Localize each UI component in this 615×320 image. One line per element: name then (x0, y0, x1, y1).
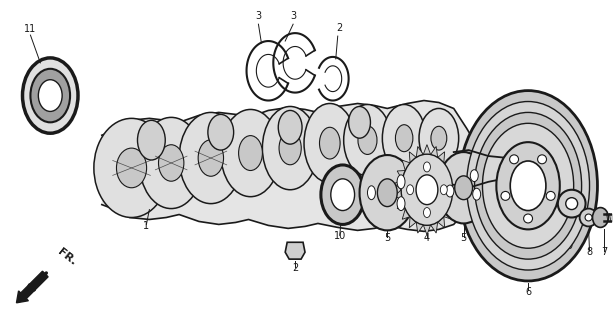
Ellipse shape (558, 190, 585, 218)
Polygon shape (438, 217, 445, 228)
Text: 9: 9 (566, 241, 573, 251)
Ellipse shape (401, 154, 453, 225)
Polygon shape (402, 160, 410, 171)
Circle shape (538, 155, 547, 164)
Ellipse shape (592, 208, 608, 228)
Polygon shape (444, 160, 451, 171)
Circle shape (501, 191, 510, 200)
Ellipse shape (140, 117, 203, 209)
Ellipse shape (566, 198, 577, 210)
Polygon shape (397, 200, 405, 209)
Ellipse shape (407, 185, 413, 195)
Text: 1: 1 (143, 221, 149, 231)
Polygon shape (451, 180, 459, 190)
Ellipse shape (454, 176, 472, 200)
Polygon shape (402, 209, 410, 219)
Polygon shape (448, 171, 457, 180)
Polygon shape (285, 242, 305, 259)
Polygon shape (423, 225, 430, 235)
Ellipse shape (320, 127, 340, 159)
Polygon shape (397, 171, 405, 180)
Circle shape (546, 191, 555, 200)
Polygon shape (102, 100, 491, 231)
Ellipse shape (496, 142, 560, 229)
Text: 10: 10 (333, 231, 346, 241)
Ellipse shape (30, 69, 70, 122)
Text: 3: 3 (290, 11, 296, 21)
Ellipse shape (263, 107, 318, 190)
Ellipse shape (446, 185, 454, 197)
Polygon shape (409, 152, 416, 163)
Ellipse shape (278, 110, 302, 144)
Polygon shape (416, 147, 423, 157)
Polygon shape (423, 145, 430, 155)
Ellipse shape (239, 136, 263, 171)
Ellipse shape (368, 186, 375, 200)
Polygon shape (438, 152, 445, 163)
Ellipse shape (473, 188, 481, 200)
Polygon shape (395, 190, 402, 200)
Ellipse shape (431, 126, 446, 150)
Polygon shape (409, 217, 416, 228)
Text: 3: 3 (255, 11, 261, 21)
Ellipse shape (38, 80, 62, 111)
Text: 2: 2 (292, 263, 298, 273)
Polygon shape (430, 222, 438, 233)
Ellipse shape (304, 103, 355, 183)
Ellipse shape (138, 120, 165, 160)
Ellipse shape (179, 112, 242, 204)
Ellipse shape (198, 140, 223, 176)
Ellipse shape (438, 152, 490, 223)
Ellipse shape (331, 179, 355, 211)
Ellipse shape (358, 126, 377, 155)
Circle shape (523, 214, 533, 223)
Ellipse shape (221, 109, 280, 197)
Text: FR.: FR. (56, 247, 79, 267)
FancyArrow shape (17, 271, 48, 303)
Ellipse shape (378, 179, 397, 207)
Text: 4: 4 (424, 233, 430, 243)
Text: 11: 11 (25, 24, 36, 34)
Text: 7: 7 (601, 247, 608, 257)
Ellipse shape (395, 125, 413, 152)
Ellipse shape (419, 108, 459, 168)
Ellipse shape (470, 170, 478, 181)
Polygon shape (395, 180, 402, 190)
Ellipse shape (116, 148, 146, 188)
Ellipse shape (440, 185, 447, 195)
Polygon shape (430, 147, 438, 157)
Text: 5: 5 (461, 233, 467, 243)
Polygon shape (448, 200, 457, 209)
Ellipse shape (510, 161, 546, 211)
Text: 2: 2 (336, 23, 343, 33)
Ellipse shape (397, 175, 405, 189)
Ellipse shape (416, 175, 438, 204)
Text: 8: 8 (587, 247, 593, 257)
Ellipse shape (344, 105, 391, 176)
Polygon shape (444, 209, 451, 219)
Ellipse shape (424, 208, 430, 218)
Ellipse shape (23, 58, 78, 133)
Ellipse shape (321, 165, 365, 224)
Polygon shape (416, 222, 423, 233)
Ellipse shape (360, 155, 415, 230)
Ellipse shape (383, 105, 426, 172)
Ellipse shape (459, 91, 597, 281)
Ellipse shape (279, 132, 301, 165)
Ellipse shape (585, 214, 592, 221)
Ellipse shape (397, 197, 405, 211)
Ellipse shape (579, 209, 597, 227)
Ellipse shape (159, 145, 184, 181)
Ellipse shape (208, 114, 234, 150)
Ellipse shape (94, 118, 169, 218)
Polygon shape (451, 190, 459, 200)
Ellipse shape (483, 123, 574, 248)
Circle shape (510, 155, 518, 164)
Ellipse shape (424, 162, 430, 172)
Ellipse shape (349, 107, 370, 138)
Ellipse shape (467, 101, 590, 270)
Ellipse shape (475, 112, 582, 259)
Text: 5: 5 (384, 233, 391, 243)
Text: 6: 6 (525, 287, 531, 297)
